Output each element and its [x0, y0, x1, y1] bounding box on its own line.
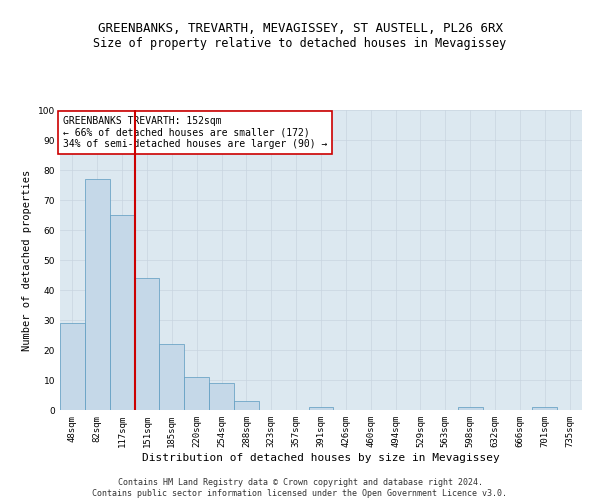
Bar [209, 383, 234, 410]
Bar [85, 179, 110, 410]
Text: GREENBANKS, TREVARTH, MEVAGISSEY, ST AUSTELL, PL26 6RX: GREENBANKS, TREVARTH, MEVAGISSEY, ST AUS… [97, 22, 503, 36]
Bar [60, 323, 85, 410]
X-axis label: Distribution of detached houses by size in Mevagissey: Distribution of detached houses by size … [142, 452, 500, 462]
Bar [458, 407, 482, 410]
Text: GREENBANKS TREVARTH: 152sqm
← 66% of detached houses are smaller (172)
34% of se: GREENBANKS TREVARTH: 152sqm ← 66% of det… [62, 116, 327, 149]
Bar [234, 401, 259, 410]
Bar [160, 344, 184, 410]
Text: Contains HM Land Registry data © Crown copyright and database right 2024.
Contai: Contains HM Land Registry data © Crown c… [92, 478, 508, 498]
Bar [134, 278, 160, 410]
Y-axis label: Number of detached properties: Number of detached properties [22, 170, 32, 350]
Bar [308, 407, 334, 410]
Text: Size of property relative to detached houses in Mevagissey: Size of property relative to detached ho… [94, 38, 506, 51]
Bar [184, 377, 209, 410]
Bar [532, 407, 557, 410]
Bar [110, 215, 134, 410]
